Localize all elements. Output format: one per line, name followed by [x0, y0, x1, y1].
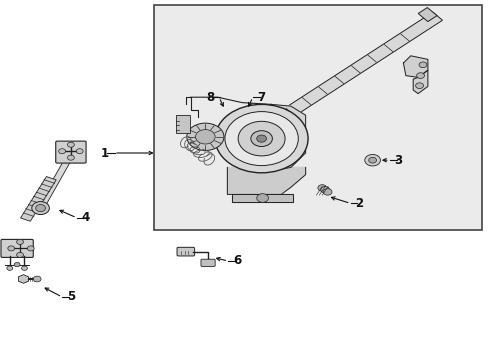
Circle shape	[17, 239, 23, 244]
Polygon shape	[19, 275, 28, 283]
FancyBboxPatch shape	[56, 141, 86, 163]
Circle shape	[418, 62, 426, 68]
Circle shape	[33, 276, 41, 282]
Polygon shape	[37, 160, 70, 210]
Polygon shape	[412, 70, 427, 94]
Text: 8: 8	[206, 91, 214, 104]
Text: 3: 3	[394, 154, 402, 167]
Circle shape	[27, 246, 34, 251]
Circle shape	[8, 246, 15, 251]
Text: 1: 1	[101, 147, 109, 159]
FancyBboxPatch shape	[201, 259, 215, 266]
Circle shape	[17, 252, 23, 257]
Polygon shape	[232, 194, 293, 202]
Circle shape	[224, 112, 298, 166]
Circle shape	[195, 130, 215, 144]
Circle shape	[317, 185, 326, 191]
Polygon shape	[227, 167, 305, 194]
Circle shape	[238, 121, 285, 156]
Circle shape	[215, 104, 307, 173]
Text: 4: 4	[81, 211, 89, 224]
Circle shape	[67, 155, 74, 160]
Circle shape	[7, 266, 13, 270]
Polygon shape	[198, 131, 215, 146]
Circle shape	[67, 142, 74, 147]
Text: 5: 5	[67, 291, 75, 303]
Circle shape	[256, 135, 266, 142]
Circle shape	[76, 149, 83, 154]
Bar	[176, 115, 189, 133]
Bar	[417, 8, 436, 22]
FancyBboxPatch shape	[177, 247, 194, 256]
Circle shape	[416, 73, 424, 78]
Circle shape	[59, 149, 65, 154]
Polygon shape	[271, 104, 305, 171]
Text: 7: 7	[257, 91, 265, 104]
Polygon shape	[268, 12, 442, 126]
Polygon shape	[20, 176, 56, 221]
Circle shape	[368, 157, 376, 163]
Circle shape	[36, 204, 45, 212]
Circle shape	[323, 189, 331, 195]
Circle shape	[415, 83, 423, 89]
Polygon shape	[403, 56, 427, 77]
Text: 2: 2	[355, 197, 363, 210]
Circle shape	[14, 262, 20, 267]
Circle shape	[186, 123, 224, 150]
Circle shape	[320, 186, 329, 193]
Text: 6: 6	[233, 255, 241, 267]
Circle shape	[256, 194, 268, 202]
Circle shape	[32, 202, 49, 215]
Circle shape	[364, 154, 380, 166]
Bar	[154, 5, 481, 230]
FancyBboxPatch shape	[1, 239, 33, 257]
Circle shape	[250, 131, 272, 147]
Circle shape	[21, 266, 27, 270]
